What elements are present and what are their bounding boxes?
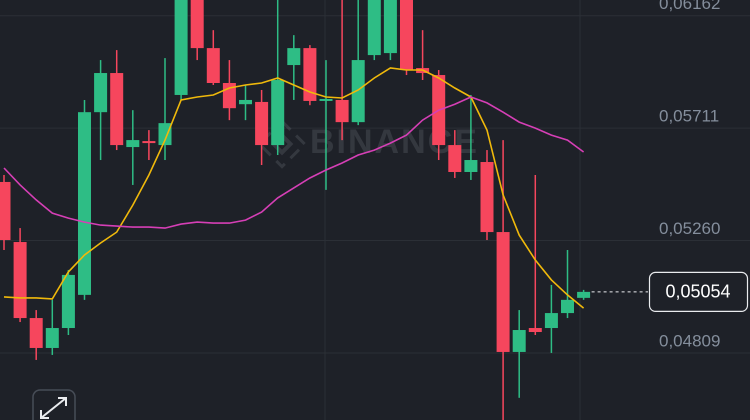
- moving-average-line: [3, 67, 585, 309]
- candle-body: [367, 0, 381, 56]
- candle-body: [126, 140, 140, 148]
- candle-body: [480, 162, 494, 233]
- candle-body: [190, 0, 204, 49]
- candle-body: [206, 48, 220, 84]
- last-price-label: 0,05054: [665, 282, 730, 302]
- last-price-box: [648, 271, 749, 312]
- candle-body: [94, 73, 108, 113]
- candle-body: [335, 99, 349, 123]
- candle-body: [400, 0, 413, 71]
- candle-body: [158, 123, 172, 146]
- candle-body: [271, 80, 285, 146]
- moving-average-line: [3, 96, 585, 229]
- candle-body: [13, 242, 27, 319]
- candle-body: [464, 160, 478, 172]
- candle-body: [383, 0, 397, 54]
- candle-body: [448, 145, 462, 172]
- expand-button-frame[interactable]: [32, 389, 76, 420]
- candle-body: [351, 60, 365, 123]
- candle-body: [29, 318, 43, 348]
- candle-body: [496, 232, 510, 352]
- candle-body: [528, 328, 542, 333]
- candle-body: [303, 48, 317, 101]
- candle-body: [577, 291, 591, 298]
- expand-icon: [40, 397, 67, 419]
- candle-body: [239, 99, 252, 105]
- candle-body: [0, 181, 11, 241]
- expand-button[interactable]: [32, 389, 76, 420]
- y-tick-label: 0,05711: [659, 107, 719, 126]
- candle-body: [45, 328, 59, 348]
- candle-body: [287, 48, 301, 66]
- y-tick-label: 0,06162: [659, 0, 720, 13]
- candle-body: [255, 101, 269, 146]
- y-tick-label: 0,05260: [659, 219, 720, 238]
- y-tick-label: 0,04809: [659, 331, 720, 350]
- candle-body: [512, 330, 526, 352]
- candle-body: [110, 73, 124, 146]
- plot-area: [0, 0, 591, 420]
- candle-body: [142, 141, 156, 144]
- candle-body: [174, 0, 188, 95]
- candle-body: [544, 313, 558, 329]
- candle-body: [319, 98, 333, 101]
- candle-body: [561, 299, 574, 314]
- candle-body: [78, 112, 91, 295]
- candle-body: [61, 274, 75, 329]
